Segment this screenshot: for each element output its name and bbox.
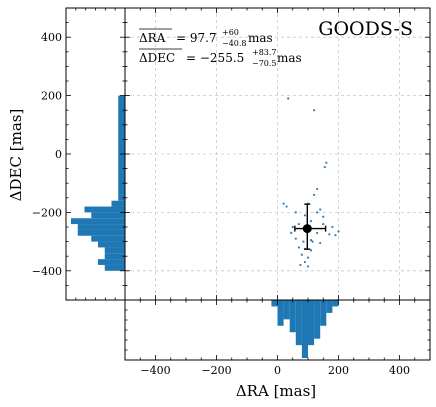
dec-histogram-bar <box>98 259 125 265</box>
scatter-point <box>297 246 300 249</box>
scatter-points <box>282 97 340 268</box>
dec-histogram <box>71 95 125 271</box>
scatter-point <box>290 231 293 234</box>
scatter-point <box>323 166 326 169</box>
ra-annotation-err-down: −40.8 <box>222 39 247 48</box>
scatter-point <box>334 234 337 237</box>
scatter-point <box>300 253 303 256</box>
scatter-point <box>294 237 297 240</box>
ra-histogram-bar <box>308 300 315 346</box>
dec-histogram-bar <box>71 218 125 225</box>
ra-annotation-name: ΔRA <box>139 31 166 45</box>
dec-histogram-bar <box>77 229 125 236</box>
ra-histogram-bar <box>271 300 278 307</box>
scatter-point <box>306 265 310 268</box>
dec-histogram-bar <box>98 241 125 248</box>
dec-histogram-bar <box>104 253 125 260</box>
scatter-point <box>297 222 300 226</box>
dec-annotation-err-up: +83.7 <box>252 48 277 57</box>
y-tick-label: 0 <box>55 148 62 161</box>
dec-annotation-value: = −255.5 <box>186 51 244 65</box>
y-tick-label: −200 <box>32 206 62 219</box>
dec-histogram-bar <box>104 264 125 271</box>
median-point <box>302 224 312 234</box>
dec-annotation-name: ΔDEC <box>139 51 175 65</box>
scatter-point <box>325 161 328 164</box>
scatter-point <box>299 263 302 267</box>
ra-annotation-err-up: +60 <box>222 28 239 37</box>
dec-histogram-bar <box>104 247 125 254</box>
scatter-point <box>309 239 313 242</box>
scatter-point <box>306 256 310 259</box>
ra-histogram-bar <box>314 300 321 339</box>
scatter-point <box>287 97 290 100</box>
scatter-point <box>331 225 334 229</box>
y-tick-label: 200 <box>41 90 62 103</box>
scatter-point <box>322 222 325 226</box>
scatter-point <box>313 193 316 196</box>
scatter-point <box>319 241 322 245</box>
ra-histogram-bar <box>332 300 339 307</box>
ra-annotation-value: = 97.7 <box>176 31 217 45</box>
ra-histogram-bar <box>326 300 333 313</box>
dec-annotation: ΔDEC = −255.5 +83.7 −70.5 mas <box>139 48 302 68</box>
dec-histogram-bar <box>91 235 125 242</box>
x-tick-label: −400 <box>140 364 170 377</box>
field-label: GOODS-S <box>318 18 413 40</box>
dec-histogram-bar <box>118 194 125 201</box>
x-tick-label: −200 <box>201 364 231 377</box>
ra-histogram-bar <box>295 300 302 346</box>
ra-histogram-bar <box>277 300 284 326</box>
median-marker <box>294 203 327 250</box>
scatter-point <box>282 202 285 205</box>
scatter-point <box>313 109 316 112</box>
scatter-point <box>291 225 294 229</box>
scatter-point <box>302 240 305 243</box>
scatter-point <box>285 205 288 208</box>
dec-histogram-bar <box>111 200 125 207</box>
tick-labels: −400 −200 0 200 400 −400 −200 0 200 400 <box>32 31 410 377</box>
y-tick-label: −400 <box>32 265 62 278</box>
x-axis-label: ΔRA [mas] <box>236 382 316 400</box>
scatter-point <box>322 215 325 218</box>
dec-histogram-bar <box>77 224 125 230</box>
ra-histogram <box>271 300 339 358</box>
scatter-point <box>309 249 313 252</box>
scatter-point <box>316 211 319 214</box>
ra-annotation-unit: mas <box>248 31 273 45</box>
ra-histogram-bar <box>283 300 290 320</box>
scatter-point <box>294 211 297 214</box>
dec-histogram-bar <box>118 95 125 102</box>
ra-histogram-bar <box>320 300 327 326</box>
scatter-point <box>316 231 319 234</box>
scatter-point <box>309 220 313 223</box>
scatter-point <box>311 240 314 243</box>
scatter-point <box>316 187 319 191</box>
scatter-point <box>303 260 307 264</box>
scatter-point <box>337 230 340 233</box>
dec-histogram-bar <box>84 206 125 213</box>
scatter-point <box>303 214 307 217</box>
ra-histogram-bar <box>289 300 296 333</box>
ra-histogram-bar <box>301 300 308 358</box>
y-tick-label: 400 <box>41 31 62 44</box>
scatter-point <box>319 208 322 211</box>
dec-histogram-bar <box>91 212 125 219</box>
y-axis-label: ΔDEC [mas] <box>7 109 25 202</box>
dec-annotation-err-down: −70.5 <box>252 59 277 68</box>
dec-annotation-unit: mas <box>277 51 302 65</box>
dec-histogram-bar <box>118 101 125 195</box>
axis-ticks <box>66 7 431 360</box>
grid <box>125 8 430 300</box>
x-tick-label: 200 <box>328 364 349 377</box>
ra-annotation: ΔRA = 97.7 +60 −40.8 mas <box>139 28 273 48</box>
x-tick-label: 0 <box>274 364 281 377</box>
x-tick-label: 400 <box>389 364 410 377</box>
scatter-point <box>328 233 331 236</box>
